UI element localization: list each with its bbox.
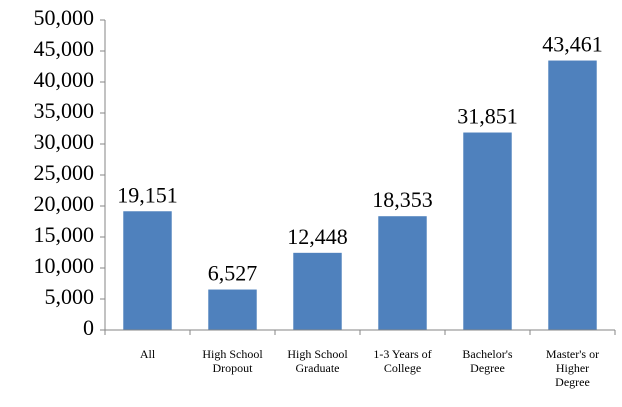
y-tick-label: 35,000	[34, 98, 95, 123]
y-tick-label: 15,000	[34, 222, 95, 247]
bar	[548, 60, 597, 330]
value-label: 18,353	[372, 187, 433, 212]
y-tick-label: 20,000	[34, 191, 95, 216]
bar	[208, 289, 257, 330]
y-tick-label: 0	[83, 315, 94, 340]
x-tick-label: 1-3 Years of College	[373, 347, 431, 375]
bar	[378, 216, 427, 330]
y-tick-label: 50,000	[34, 5, 95, 30]
value-label: 31,851	[457, 104, 518, 129]
x-tick-label: High School Graduate	[287, 347, 348, 375]
bar	[123, 211, 172, 330]
bar	[463, 132, 512, 330]
value-label: 19,151	[117, 182, 178, 207]
bar	[293, 252, 342, 330]
x-tick-label: High School Dropout	[202, 347, 263, 375]
value-label: 43,461	[542, 32, 603, 57]
y-tick-label: 45,000	[34, 36, 95, 61]
value-label: 12,448	[287, 224, 348, 249]
x-tick-label: Master's or Higher Degree	[546, 347, 599, 389]
y-tick-label: 40,000	[34, 67, 95, 92]
y-tick-label: 10,000	[34, 253, 95, 278]
y-tick-label: 25,000	[34, 160, 95, 185]
x-tick-label: Bachelor's Degree	[462, 347, 512, 375]
y-tick-label: 5,000	[45, 284, 95, 309]
value-label: 6,527	[208, 261, 258, 286]
x-tick-label: All	[140, 347, 156, 361]
y-tick-label: 30,000	[34, 129, 95, 154]
